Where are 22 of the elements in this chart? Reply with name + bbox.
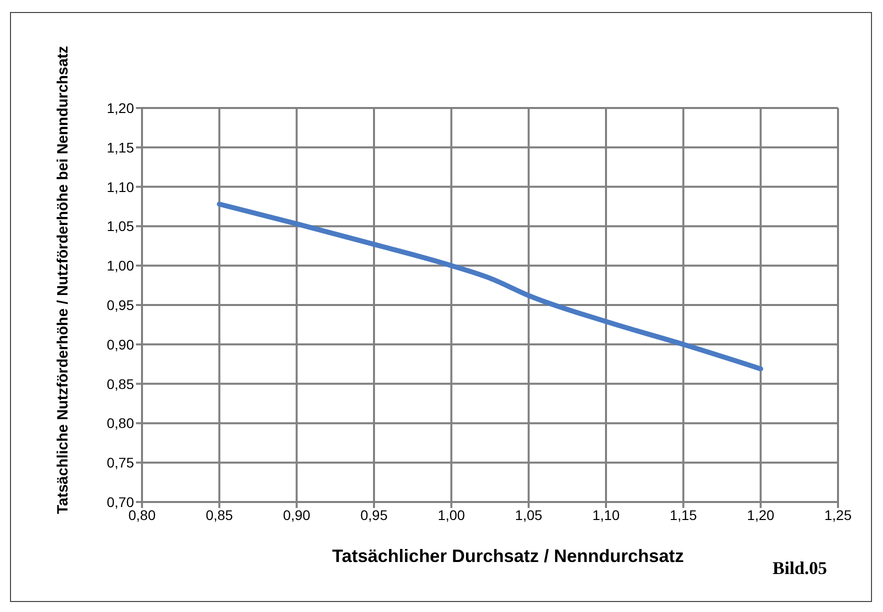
x-axis-title: Tatsächlicher Durchsatz / Nenndurchsatz <box>332 546 684 566</box>
x-tick-label: 1,10 <box>592 506 620 523</box>
x-tick-label: 1,00 <box>438 506 466 523</box>
y-tick-label: 1,00 <box>106 258 134 274</box>
y-tick-label: 0,80 <box>106 415 134 432</box>
y-tick-label: 1,20 <box>106 100 134 116</box>
y-tick-label: 1,10 <box>106 178 134 195</box>
x-tick-label: 0,95 <box>360 506 388 523</box>
x-tick-label: 1,05 <box>515 506 543 523</box>
y-axis-title: Tatsächliche Nutzförderhöhe / Nutzförderhöhe bei Nenndurchsatz <box>54 46 72 514</box>
text: Bild.05 <box>772 558 827 579</box>
y-tick-label: 0,95 <box>106 296 134 313</box>
x-tick-label: 0,90 <box>283 506 311 523</box>
y-tick-label: 1,05 <box>106 218 134 234</box>
x-tick-label: 0,85 <box>206 506 234 523</box>
x-tick-label: 1,25 <box>824 506 852 523</box>
y-tick-label: 1,15 <box>106 139 134 156</box>
x-tick-label: 1,20 <box>747 506 775 523</box>
x-tick-label: 1,15 <box>670 506 698 523</box>
y-tick-label: 0,85 <box>106 376 134 392</box>
y-tick-label: 0,75 <box>106 454 134 471</box>
y-tick-label: 0,90 <box>106 336 134 352</box>
